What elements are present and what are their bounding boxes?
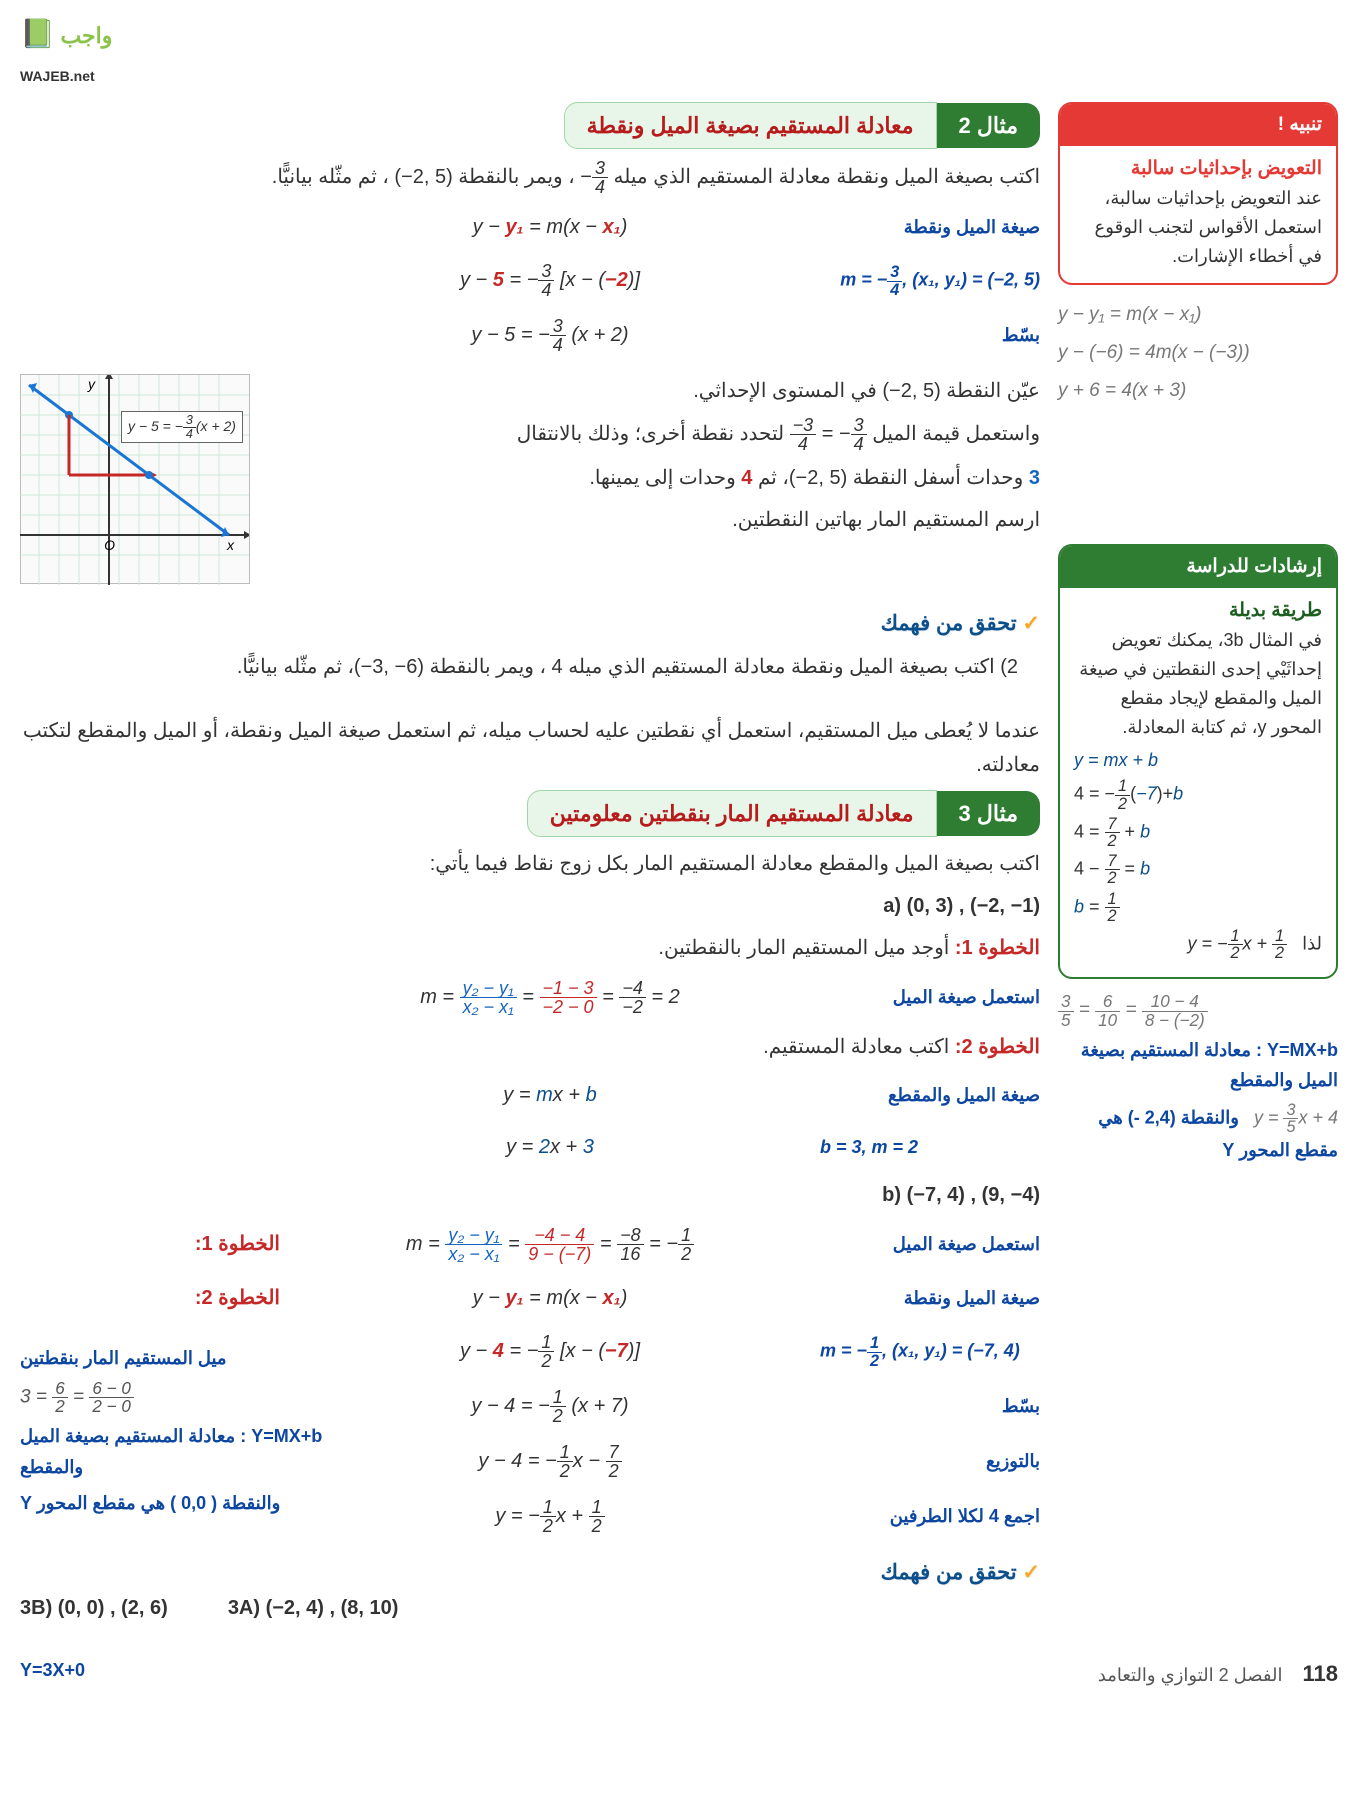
page-number: 118 [1303, 1661, 1339, 1686]
ex3-s2l1-eq: y = mx + b [290, 1078, 810, 1112]
example3-title: معادلة المستقيم المار بنقطتين معلومتين [527, 790, 937, 837]
ex2-line2: m = −34, (x₁, y₁) = (−2, 5) y − 5 = −34 … [20, 256, 1040, 305]
svg-text:y: y [87, 376, 96, 392]
study-eq3: 4 = 72 + b [1074, 816, 1322, 849]
ex3b-l2-eq: y − 4 = −12 [x − (−7)] [290, 1333, 810, 1370]
ex3-b-points: b) (−7, 4) , (9, −4) [20, 1178, 1040, 1212]
ex2-q2: 2) اكتب بصيغة الميل ونقطة معادلة المستقي… [20, 650, 1040, 684]
ex2-line3: بسّط y − 5 = −34 (x + 2) [20, 311, 1040, 360]
chapter-label: الفصل 2 التوازي والتعامد [1098, 1665, 1283, 1685]
ex3b-l3-lab: بسّط [820, 1391, 1040, 1422]
ex2-check: تحقق من فهمك [20, 606, 1040, 642]
study-eq6: لذا y = −12x + 12 [1074, 928, 1322, 961]
side-eq-3: y + 6 = 4(x + 3) [1058, 375, 1338, 407]
ex3-s2l2-eq: y = 2x + 3 [290, 1130, 810, 1164]
ex3b-s1-lab: استعمل صيغة الميل [820, 1229, 1040, 1260]
example2-graph: x y O y − 5 = −34(x + 2) [20, 374, 250, 584]
svg-text:x: x [226, 537, 235, 553]
main-column: مثال 2 معادلة المستقيم بصيغة الميل ونقطة… [20, 102, 1040, 1625]
ex3-step2: الخطوة 2: اكتب معادلة المستقيم. [20, 1030, 1040, 1064]
ex3b-l1: صيغة الميل ونقطة y − y₁ = m(x − x₁) الخط… [20, 1275, 1040, 1321]
ex3-s2l1: صيغة الميل والمقطع y = mx + b [20, 1072, 1040, 1118]
site-logo: 📗 واجب WAJEB.net [20, 10, 1338, 92]
ex3b-l1-lab: صيغة الميل ونقطة [820, 1283, 1040, 1314]
svg-text:O: O [104, 537, 115, 553]
ex3-s2l1-lab: صيغة الميل والمقطع [820, 1080, 1040, 1111]
study-callout: إرشادات للدراسة طريقة بديلة في المثال 3b… [1058, 544, 1338, 980]
ex2-l2-eq: y − 5 = −34 [x − (−2)] [290, 262, 810, 299]
ex3b-s1: استعمل صيغة الميل m = y₂ − y₁x₂ − x₁ = −… [20, 1220, 1040, 1269]
left-annot-eq: 3 = 62 = 6 − 02 − 0 [20, 1380, 360, 1415]
ex3b-l5-lab: اجمع 4 لكلا الطرفين [820, 1501, 1040, 1532]
ex3b-l4-lab: بالتوزيع [820, 1446, 1040, 1477]
study-body: في المثال 3b، يمكنك تعويض إحداثَيْي إحدى… [1074, 626, 1322, 741]
side-annot-l2: y = 35x + 4 والنقطة (2,4 -) هي مقطع المح… [1058, 1102, 1338, 1166]
ex2-l3-label: بسّط [820, 320, 1040, 351]
ex2-l3-eq: y − 5 = −34 (x + 2) [290, 317, 810, 354]
alert-body: عند التعويض بإحداثيات سالبة، استعمل الأق… [1074, 184, 1322, 270]
ex3-check: تحقق من فهمك [20, 1555, 1040, 1591]
logo-arabic: واجب [60, 23, 112, 48]
alert-title: التعويض بإحداثيات سالبة [1074, 154, 1322, 184]
ex3b-l4-eq: y − 4 = −12x − 72 [290, 1443, 810, 1480]
footer-answer: Y=3X+0 [20, 1655, 85, 1692]
alert-callout: تنبيه ! التعويض بإحداثيات سالبة عند التع… [1058, 102, 1338, 285]
ex3-prompt: اكتب بصيغة الميل والمقطع معادلة المستقيم… [20, 847, 1040, 881]
left-annot-t3: والنقطة ( 0,0 ) هي مقطع المحور Y [20, 1488, 360, 1519]
book-icon: 📗 [20, 18, 55, 49]
study-eq5: b = 12 [1074, 891, 1322, 924]
ex3-s2l2: b = 3, m = 2 y = 2x + 3 [20, 1124, 1040, 1170]
example3-header: مثال 3 معادلة المستقيم المار بنقطتين معل… [20, 790, 1040, 837]
left-annot-t1: ميل المستقيم المار بنقطتين [20, 1343, 360, 1374]
page-footer: 118 الفصل 2 التوازي والتعامد Y=3X+0 [20, 1655, 1338, 1692]
ex3-s2l2-lab: b = 3, m = 2 [820, 1132, 1040, 1163]
bridge-text: عندما لا يُعطى ميل المستقيم، استعمل أي ن… [20, 714, 1040, 782]
example2-prompt: اكتب بصيغة الميل ونقطة معادلة المستقيم ا… [20, 159, 1040, 196]
left-annot-t2: Y=MX+b : معادلة المستقيم بصيغة الميل وال… [20, 1421, 360, 1482]
side-annot-eq: 35 = 610 = 10 − 48 − (−2) [1058, 993, 1338, 1028]
study-eq4: 4 − 72 = b [1074, 853, 1322, 886]
example2-header: مثال 2 معادلة المستقيم بصيغة الميل ونقطة [20, 102, 1040, 149]
ex3-s1-label: استعمل صيغة الميل [820, 982, 1040, 1013]
ex3b-l5-eq: y = −12x + 12 [290, 1498, 810, 1535]
ex3-step1: الخطوة 1: أوجد ميل المستقيم المار بالنقط… [20, 931, 1040, 965]
ex2-l1-eq: y − y₁ = m(x − x₁) [290, 210, 810, 244]
ex3b-l2-lab: m = −12, (x₁, y₁) = (−7, 4) [820, 1335, 1040, 1368]
study-eq2: 4 = −12(−7)+b [1074, 778, 1322, 811]
side-eq-2: y − (−6) = 4m(x − (−3)) [1058, 337, 1338, 369]
ex3-q3b: 3B) (0, 0) , (2, 6) [20, 1591, 168, 1625]
sidebar-column: تنبيه ! التعويض بإحداثيات سالبة عند التع… [1058, 102, 1338, 1625]
example2-title: معادلة المستقيم بصيغة الميل ونقطة [564, 102, 937, 149]
ex2-line1: صيغة الميل ونقطة y − y₁ = m(x − x₁) [20, 204, 1040, 250]
ex3-q3a: 3A) (−2, 4) , (8, 10) [228, 1591, 399, 1625]
ex3b-s1-eq: m = y₂ − y₁x₂ − x₁ = −4 − 49 − (−7) = −8… [290, 1226, 810, 1263]
ex2-l1-label: صيغة الميل ونقطة [820, 212, 1040, 243]
ex3b-l3-eq: y − 4 = −12 (x + 7) [290, 1388, 810, 1425]
alert-header: تنبيه ! [1060, 104, 1336, 146]
logo-english: WAJEB.net [20, 68, 95, 84]
ex3b-s1-step: الخطوة 1: [20, 1227, 280, 1261]
side-annot-l1: Y=MX+b : معادلة المستقيم بصيغة الميل وال… [1058, 1035, 1338, 1096]
ex3-a-points: a) (0, 3) , (−2, −1) [20, 889, 1040, 923]
example2-pill: مثال 2 [937, 103, 1040, 148]
ex2-l2-label: m = −34, (x₁, y₁) = (−2, 5) [820, 264, 1040, 297]
graph-eq-label: y − 5 = −34(x + 2) [121, 411, 243, 443]
ex3b-l1-step: الخطوة 2: [20, 1281, 280, 1315]
side-eq-1: y − y₁ = m(x − x₁) [1058, 299, 1338, 331]
study-header: إرشادات للدراسة [1060, 546, 1336, 588]
ex3b-l1-eq: y − y₁ = m(x − x₁) [290, 1281, 810, 1315]
study-eq1: y = mx + b [1074, 746, 1322, 775]
ex3-s1-math: m = y₂ − y₁x₂ − x₁ = −1 − 3−2 − 0 = −4−2… [290, 979, 810, 1016]
graph-svg: x y O [20, 375, 249, 585]
example3-pill: مثال 3 [937, 791, 1040, 836]
study-title: طريقة بديلة [1074, 596, 1322, 626]
ex3-s1-eq: استعمل صيغة الميل m = y₂ − y₁x₂ − x₁ = −… [20, 973, 1040, 1022]
